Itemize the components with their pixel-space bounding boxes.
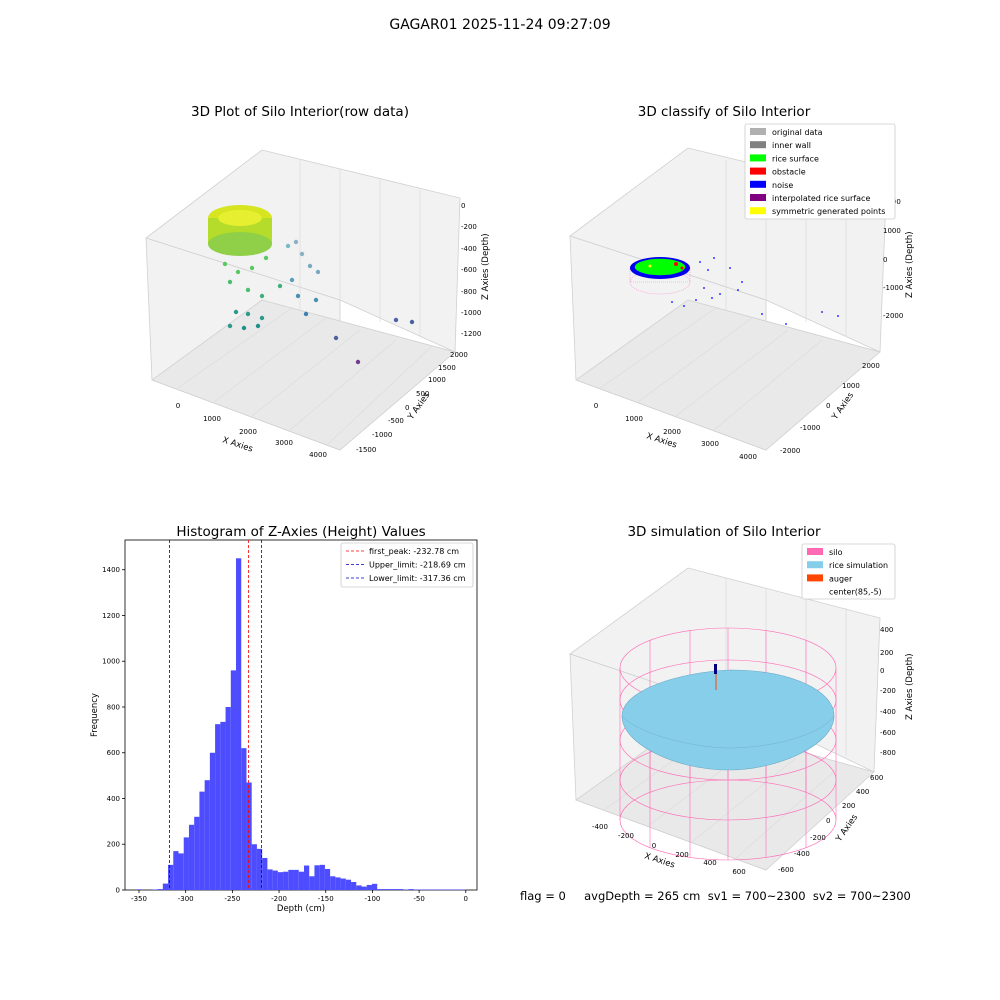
- figure-title: GAGAR01 2025-11-24 09:27:09: [389, 17, 611, 33]
- raw-ytick: -1000: [372, 431, 392, 439]
- raw-xlabel: X Axies: [221, 435, 254, 454]
- raw-ytick: 1000: [428, 376, 446, 384]
- raw-xtick: 2000: [239, 428, 257, 436]
- raw-ztick: -200: [461, 223, 477, 231]
- raw-3d-panes: [145, 149, 461, 451]
- raw-tick-labels: 0 1000 2000 3000 4000 -1500 -1000 -500 0…: [176, 202, 482, 459]
- raw-grid: [177, 160, 433, 445]
- raw-ring-cloud: [208, 205, 272, 256]
- raw-ztick: 0: [461, 202, 465, 210]
- raw-scatter-points: [222, 239, 415, 365]
- classify-plot-title: 3D classify of Silo Interior: [637, 104, 811, 120]
- status-summary: flag = 0 avgDepth = 265 cm sv1 = 700~230…: [520, 889, 911, 903]
- raw-xtick: 1000: [203, 415, 221, 423]
- raw-ztick: -800: [461, 288, 477, 296]
- raw-ztick: -600: [461, 266, 477, 274]
- raw-ytick: 0: [405, 404, 409, 412]
- raw-ytick: -500: [388, 417, 404, 425]
- raw-plot-title: 3D Plot of Silo Interior(row data): [191, 104, 409, 120]
- raw-ytick: 1500: [438, 364, 456, 372]
- raw-xtick: 0: [176, 402, 180, 410]
- simulation-plot-title: 3D simulation of Silo Interior: [627, 524, 821, 540]
- raw-ztick: -400: [461, 245, 477, 253]
- raw-ytick: -1500: [356, 446, 376, 454]
- raw-ytick: 500: [416, 390, 429, 398]
- raw-ztick: -1200: [461, 330, 481, 338]
- raw-ytick: 2000: [450, 351, 468, 359]
- raw-zlabel: Z Axies (Depth): [481, 233, 491, 300]
- raw-ztick: -1000: [461, 309, 481, 317]
- raw-xtick: 4000: [309, 451, 327, 459]
- raw-xtick: 3000: [275, 439, 293, 447]
